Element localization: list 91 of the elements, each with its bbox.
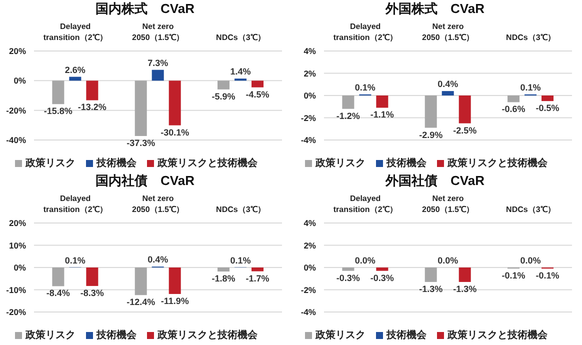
y-tick-label: 0%	[304, 262, 316, 273]
y-tick-label: -40%	[6, 135, 26, 146]
y-tick-label: -2%	[300, 112, 316, 123]
chart-title: 外国社債 CVaR	[384, 172, 486, 189]
data-label: -1.1%	[370, 110, 394, 120]
data-label: -15.8%	[44, 106, 72, 116]
y-tick-label: 4%	[304, 218, 316, 228]
legend-label: 政策リスクと技術機会	[448, 330, 548, 341]
y-tick-label: -4%	[300, 135, 316, 146]
data-label: 0.1%	[230, 255, 251, 266]
legend-label: 政策リスク	[316, 158, 366, 169]
x-tick-label: Delayed transition（2℃）	[43, 22, 108, 42]
y-tick-label: 0%	[304, 90, 316, 101]
y-tick-label: 0%	[14, 262, 26, 273]
legend-label: 政策リスク	[316, 330, 366, 341]
x-tick-label: NDCs（3℃）	[506, 205, 556, 214]
data-label: -8.4%	[46, 288, 70, 298]
y-tick-label: -4%	[300, 307, 316, 318]
x-tick-label: Net zero 2050（1.5℃）	[422, 22, 474, 42]
y-tick-label: -20%	[6, 307, 26, 318]
y-tick-label: 20%	[8, 218, 26, 228]
x-tick-label: Net zero 2050（1.5℃）	[422, 194, 474, 214]
y-tick-label: -10%	[6, 284, 26, 295]
bar	[86, 80, 98, 100]
data-label: -1.3%	[453, 284, 477, 294]
bar	[134, 80, 147, 136]
x-tick-label: Net zero 2050（1.5℃）	[132, 22, 184, 42]
bar	[152, 70, 164, 81]
legend-label: 政策リスクと技術機会	[448, 158, 548, 169]
data-label: -1.2%	[336, 110, 360, 121]
y-tick-label: 2%	[304, 240, 316, 250]
bar	[69, 76, 82, 81]
data-label: -0.1%	[502, 270, 526, 281]
legend-label: 政策リスク	[26, 158, 76, 169]
legend-label: 技術機会	[386, 158, 426, 169]
bar	[52, 80, 64, 104]
y-tick-label: 20%	[8, 46, 26, 56]
data-label: 0.0%	[438, 256, 458, 266]
data-label: 2.6%	[64, 64, 86, 75]
y-tick-label: -20%	[6, 105, 26, 116]
data-label: -30.1%	[160, 127, 190, 138]
legend-label: 政策リスクと技術機会	[158, 330, 258, 341]
y-tick-label: -2%	[300, 284, 316, 295]
data-label: 0.4%	[438, 79, 458, 90]
y-tick-label: 4%	[304, 46, 316, 56]
data-label: -1.3%	[419, 284, 443, 294]
data-label: 0.1%	[64, 255, 86, 266]
bar	[218, 80, 230, 90]
legend-label: 政策リスク	[26, 330, 76, 341]
data-label: 0.1%	[520, 82, 541, 92]
data-label: 0.1%	[354, 82, 376, 92]
legend-label: 技術機会	[96, 158, 136, 169]
legend-label: 技術機会	[386, 330, 426, 341]
data-label: -0.3%	[370, 272, 394, 283]
chart-title: 国内株式 CVaR	[94, 0, 196, 17]
x-tick-label: Delayed transition（2℃）	[333, 194, 398, 214]
chart-title: 外国株式 CVaR	[384, 0, 486, 17]
x-tick-label: NDCs（3℃）	[216, 205, 266, 214]
data-label: -2.5%	[453, 125, 477, 136]
data-label: 0.0%	[354, 256, 376, 266]
data-label: -13.2%	[78, 102, 106, 112]
bar	[168, 80, 181, 126]
data-label: 1.4%	[230, 66, 251, 77]
data-label: -0.6%	[502, 104, 526, 114]
bar	[252, 80, 264, 88]
y-tick-label: 0%	[14, 76, 26, 86]
data-label: -11.9%	[160, 296, 189, 306]
data-label: -2.9%	[419, 130, 443, 140]
data-label: -12.4%	[126, 297, 156, 308]
data-label: -4.5%	[246, 89, 270, 100]
chart-title: 国内社債 CVaR	[94, 172, 196, 189]
x-tick-label: Delayed transition（2℃）	[43, 194, 108, 214]
y-tick-label: 10%	[8, 240, 26, 250]
data-label: 7.3%	[148, 58, 168, 68]
data-label: -5.9%	[212, 91, 236, 102]
data-label: -0.3%	[336, 272, 360, 283]
x-tick-label: NDCs（3℃）	[216, 33, 266, 42]
legend-label: 政策リスクと技術機会	[158, 158, 258, 169]
data-label: -0.1%	[536, 270, 560, 281]
x-tick-label: Delayed transition（2℃）	[333, 22, 398, 42]
x-tick-label: NDCs（3℃）	[506, 33, 556, 42]
data-label: -37.3%	[126, 138, 156, 148]
data-label: 0.0%	[520, 256, 541, 266]
x-tick-label: Net zero 2050（1.5℃）	[132, 194, 184, 214]
data-label: -1.7%	[246, 273, 270, 284]
data-label: -1.8%	[212, 274, 236, 284]
data-label: -8.3%	[80, 288, 104, 298]
data-label: 0.4%	[148, 254, 168, 265]
legend-label: 技術機会	[96, 330, 136, 341]
data-label: -0.5%	[536, 103, 560, 114]
y-tick-label: 2%	[304, 68, 316, 78]
